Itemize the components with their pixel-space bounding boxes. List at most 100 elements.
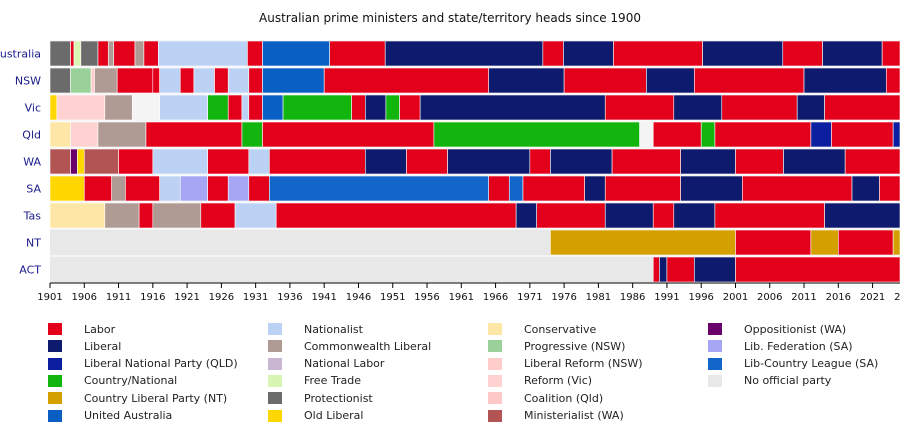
segment-nsw-labor — [563, 67, 647, 94]
segment-australia-nationalist — [158, 40, 263, 67]
segment-tas-liberal — [824, 202, 900, 229]
segment-vic-nationalist — [159, 94, 208, 121]
legend-swatch — [268, 374, 282, 387]
segment-australia-labor — [782, 40, 823, 67]
segment-qld-labor — [262, 121, 435, 148]
legend-swatch — [488, 340, 502, 353]
segment-wa-labor — [406, 148, 448, 175]
segment-vic-country — [385, 94, 400, 121]
segment-tas-labor — [536, 202, 606, 229]
segment-australia-labor — [143, 40, 159, 67]
segment-qld-country — [433, 121, 640, 148]
segment-wa-labor — [611, 148, 681, 175]
segment-qld-conservative — [49, 121, 71, 148]
segment-qld-labor — [145, 121, 243, 148]
legend-swatch — [268, 340, 282, 353]
legend-label: Nationalist — [304, 322, 363, 336]
legend-label: Coalition (Qld) — [524, 391, 604, 405]
segment-nsw-commlib — [94, 67, 118, 94]
x-tick-label: 1956 — [414, 292, 439, 303]
segment-nsw-labor — [179, 67, 195, 94]
x-tick-label: 2006 — [757, 292, 782, 303]
segment-vic-labor — [227, 94, 243, 121]
segment-vic-oldlib — [49, 94, 58, 121]
segment-sa-lcl — [508, 175, 524, 202]
legend-swatch — [48, 357, 62, 370]
legend-swatch — [48, 374, 62, 387]
legend-swatch — [48, 340, 62, 353]
x-tick-label: 2021 — [860, 292, 885, 303]
legend-label: Liberal National Party (QLD) — [84, 357, 238, 371]
legend-item-clp: Country Liberal Party (NT) — [48, 390, 227, 406]
legend-item-protectionist: Protectionist — [268, 390, 373, 406]
segment-wa-ministerialist — [83, 148, 119, 175]
segment-wa-labor — [844, 148, 900, 175]
x-tick-label: 1976 — [551, 292, 576, 303]
legend-item-libreform: Liberal Reform (NSW) — [488, 356, 642, 372]
x-tick-label: 1981 — [586, 292, 611, 303]
segment-vic-uap — [262, 94, 284, 121]
legend-label: Country Liberal Party (NT) — [84, 391, 228, 405]
segment-tas-labor — [714, 202, 825, 229]
segment-nsw-labor — [694, 67, 805, 94]
segment-wa-nationalist — [248, 148, 270, 175]
segment-nsw-nationalist — [193, 67, 215, 94]
legend-label: Conservative — [524, 322, 597, 336]
legend-item-country: Country/National — [48, 373, 177, 389]
legend-item-none: No official party — [708, 373, 831, 389]
x-tick-label: 1991 — [654, 292, 679, 303]
x-tick-label: 1986 — [620, 292, 645, 303]
x-tick-label: 1961 — [449, 292, 474, 303]
segment-qld-labor — [831, 121, 894, 148]
legend-item-uap: United Australia — [48, 408, 172, 424]
segment-sa-labor — [742, 175, 853, 202]
legend-label: Reform (Vic) — [524, 374, 593, 388]
legend-swatch — [708, 340, 722, 353]
segment-australia-labor — [542, 40, 564, 67]
segment-act-labor — [666, 256, 695, 283]
x-tick-label: 1921 — [174, 292, 199, 303]
x-tick-label: 2016 — [826, 292, 851, 303]
segment-vic-labor — [248, 94, 263, 121]
segment-wa-labor — [207, 148, 250, 175]
segment-sa-labor — [125, 175, 160, 202]
segment-qld-lnp — [892, 121, 900, 148]
segment-nt-clp — [892, 229, 900, 256]
legend-item-labor: Labor — [48, 321, 115, 337]
x-tick-label: 1916 — [140, 292, 165, 303]
legend-label: Protectionist — [304, 391, 373, 405]
segment-nsw-labor — [323, 67, 490, 94]
segment-vic-labor — [604, 94, 675, 121]
x-axis: 1901 1906 1911 1916 1921 1926 1931 1936 1941 1946… — [37, 282, 900, 303]
legend-label: Lib. Federation (SA) — [744, 339, 853, 353]
legend-swatch — [268, 392, 282, 405]
x-tick-label: 1906 — [72, 292, 97, 303]
segment-sa-lcl — [269, 175, 490, 202]
row-label-wa: WA — [23, 156, 41, 169]
segment-australia-protectionist — [80, 40, 99, 67]
legend-label: National Labor — [304, 357, 385, 371]
segment-nsw-labor — [116, 67, 154, 94]
segment-australia-liberal — [822, 40, 883, 67]
row-label-nsw: NSW — [15, 75, 41, 88]
segment-australia-labor — [113, 40, 136, 67]
segment-australia-labor — [329, 40, 386, 67]
legend-label: United Australia — [84, 409, 173, 422]
legend-item-progressive: Progressive (NSW) — [488, 338, 625, 354]
segment-qld-labor — [714, 121, 812, 148]
legend-item-lcl: Lib-Country League (SA) — [708, 356, 878, 372]
row-label-tas: Tas — [23, 210, 42, 223]
legend-swatch — [268, 323, 282, 335]
segment-tas-commlib — [104, 202, 140, 229]
x-tick-label: 1946 — [346, 292, 371, 303]
x-tick-label: 1931 — [243, 292, 268, 303]
segment-nsw-labor — [152, 67, 160, 94]
segment-australia-labor — [70, 40, 75, 67]
segment-qld-country — [700, 121, 716, 148]
x-tick-label: 1926 — [209, 292, 234, 303]
legend-label: Country/National — [84, 374, 178, 388]
legend-item-liberal: Liberal — [48, 338, 121, 354]
segment-tas-liberal — [515, 202, 537, 229]
segment-vic-labor — [399, 94, 421, 121]
segment-tas-liberal — [673, 202, 716, 229]
